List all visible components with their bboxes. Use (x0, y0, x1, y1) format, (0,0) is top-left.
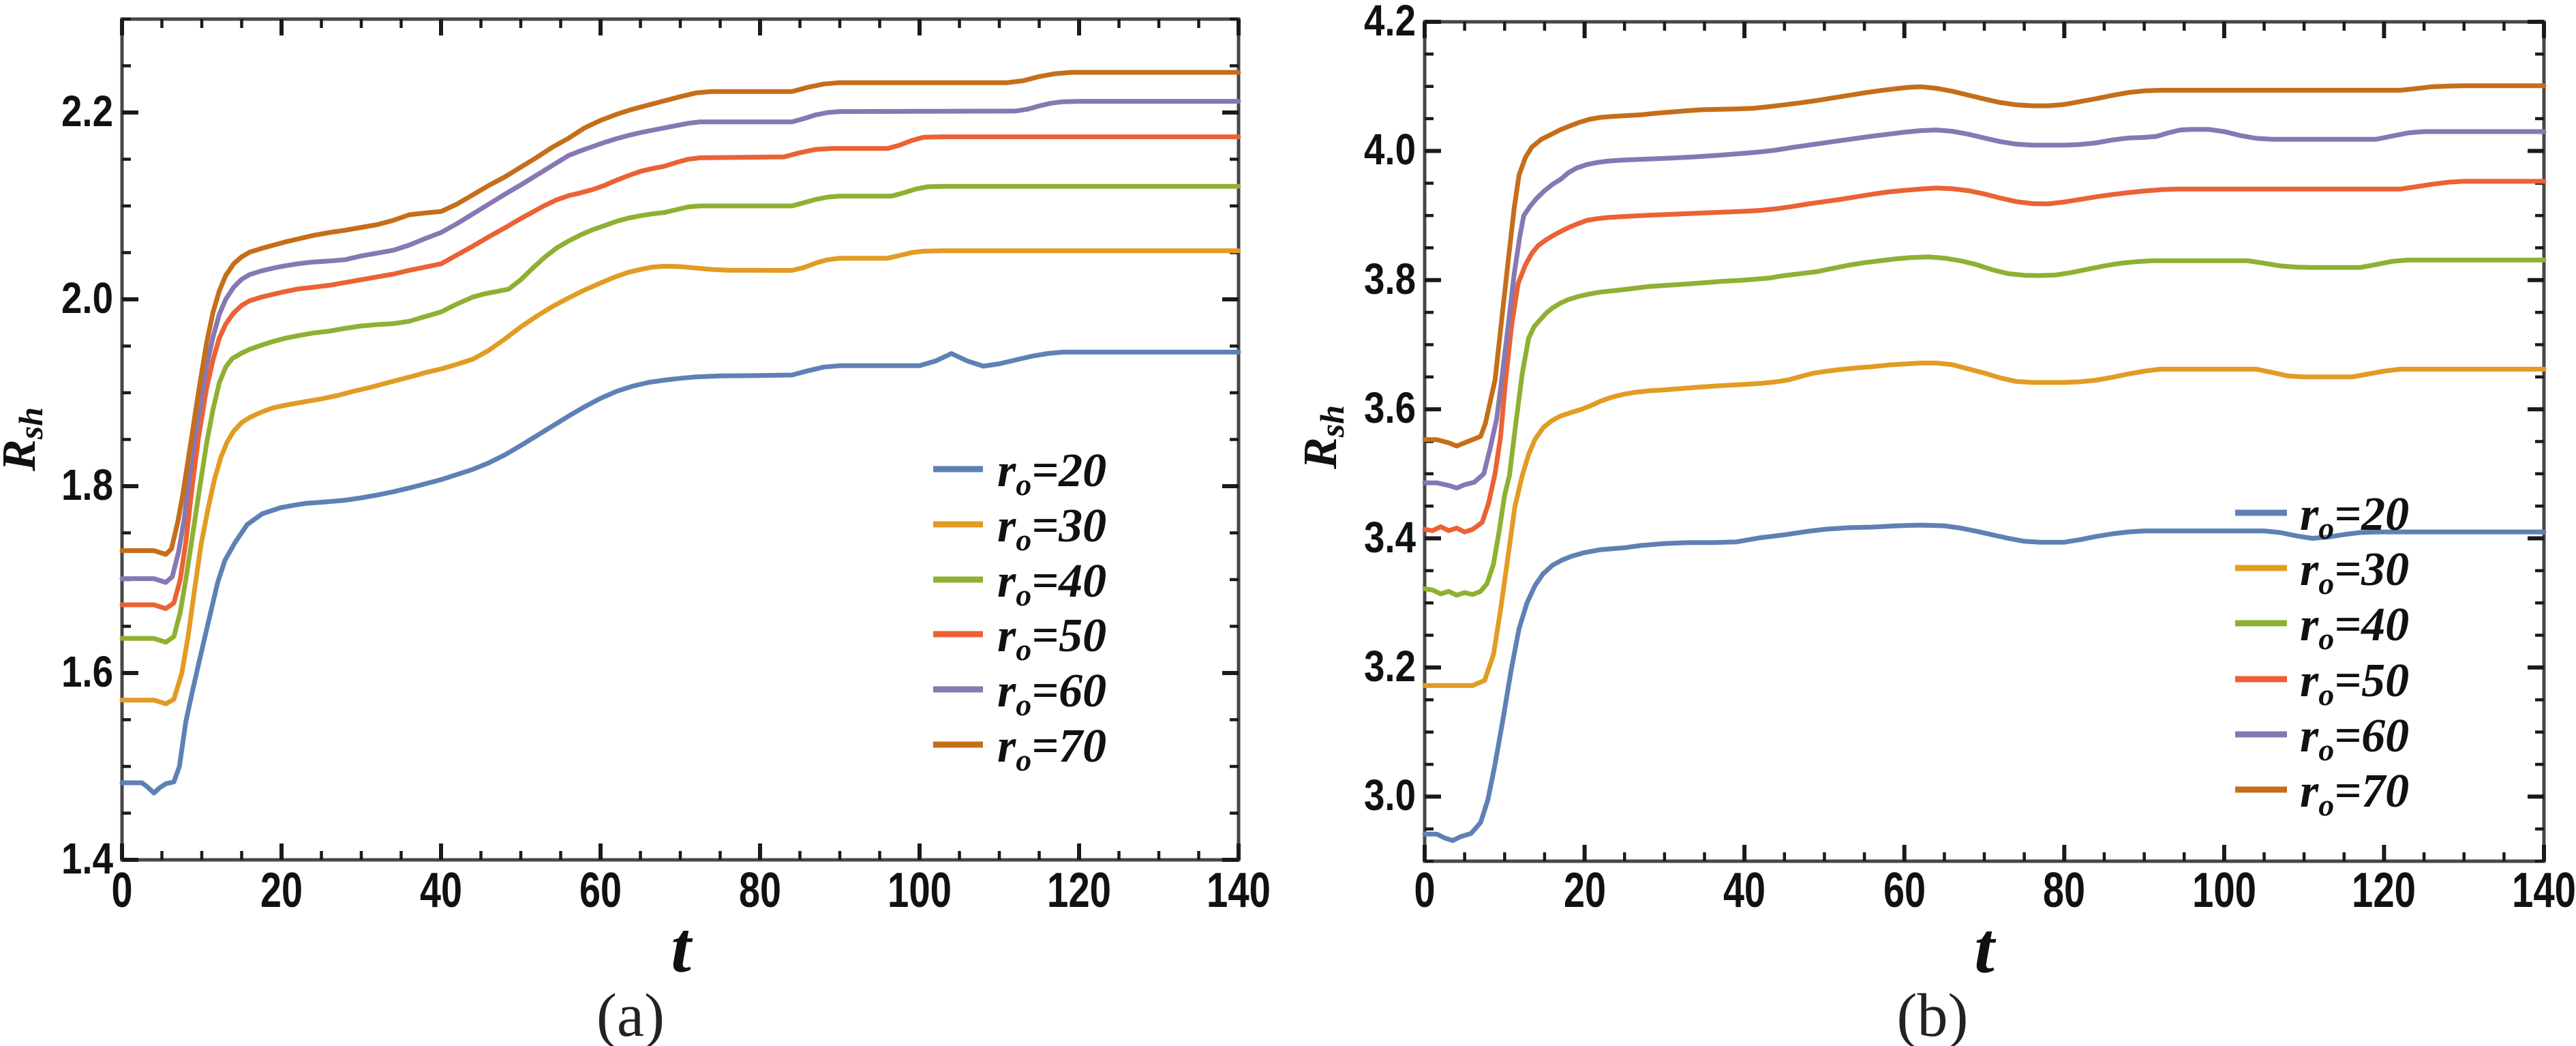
svg-text:3.0: 3.0 (1364, 771, 1416, 820)
svg-text:20: 20 (260, 863, 303, 918)
svg-text:100: 100 (2192, 863, 2256, 918)
svg-text:3.2: 3.2 (1364, 642, 1416, 691)
svg-text:ro=60: ro=60 (2300, 710, 2409, 767)
svg-text:3.4: 3.4 (1364, 513, 1416, 562)
svg-text:ro=50: ro=50 (2300, 655, 2409, 712)
svg-text:ro=70: ro=70 (2300, 765, 2409, 822)
svg-text:t: t (1974, 908, 1997, 988)
svg-text:ro=40: ro=40 (997, 555, 1106, 612)
svg-text:80: 80 (739, 863, 781, 918)
svg-text:ro=30: ro=30 (997, 500, 1106, 557)
svg-text:100: 100 (888, 863, 952, 918)
svg-text:t: t (671, 908, 693, 987)
svg-text:ro=20: ro=20 (2300, 488, 2409, 546)
svg-text:ro=60: ro=60 (997, 665, 1106, 722)
svg-text:120: 120 (1047, 863, 1111, 918)
svg-text:40: 40 (420, 863, 462, 918)
svg-text:120: 120 (2352, 863, 2416, 918)
svg-text:80: 80 (2043, 863, 2085, 918)
svg-text:60: 60 (1883, 863, 1926, 918)
svg-text:2.2: 2.2 (61, 87, 113, 136)
svg-text:3.8: 3.8 (1364, 254, 1416, 303)
svg-text:1.8: 1.8 (61, 460, 113, 509)
svg-text:ro=20: ro=20 (997, 445, 1106, 502)
svg-text:ro=50: ro=50 (997, 610, 1106, 667)
svg-text:Rsh: Rsh (1294, 405, 1351, 470)
svg-text:1.4: 1.4 (61, 834, 113, 883)
svg-text:(a): (a) (596, 982, 665, 1046)
svg-text:ro=70: ro=70 (997, 720, 1106, 777)
svg-text:20: 20 (1564, 863, 1606, 918)
svg-text:4.2: 4.2 (1364, 0, 1416, 45)
svg-text:140: 140 (1207, 863, 1271, 918)
svg-text:2.0: 2.0 (61, 273, 113, 323)
svg-text:40: 40 (1723, 863, 1766, 918)
svg-text:140: 140 (2512, 863, 2576, 918)
svg-text:Rsh: Rsh (0, 407, 50, 472)
svg-text:(b): (b) (1897, 982, 1969, 1046)
svg-text:ro=30: ro=30 (2300, 543, 2409, 601)
svg-text:3.6: 3.6 (1364, 383, 1416, 432)
svg-text:60: 60 (579, 863, 622, 918)
svg-text:0: 0 (112, 863, 133, 918)
svg-text:1.6: 1.6 (61, 647, 113, 696)
svg-text:0: 0 (1414, 863, 1436, 918)
svg-text:ro=40: ro=40 (2300, 599, 2409, 656)
svg-text:4.0: 4.0 (1364, 125, 1416, 174)
